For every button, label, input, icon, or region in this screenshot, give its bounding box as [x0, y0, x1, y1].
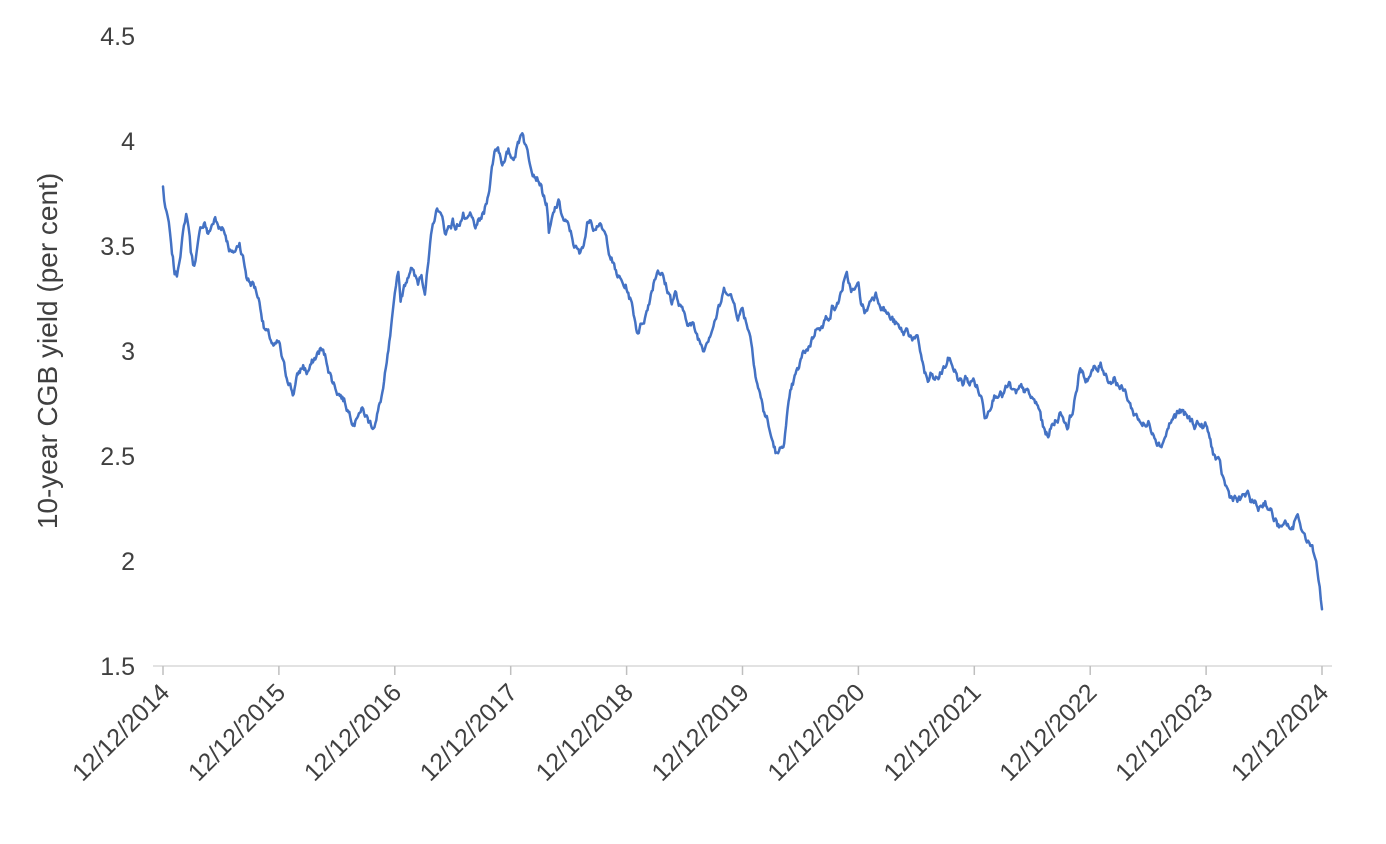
line-series-cgb-yield	[161, 132, 1324, 611]
y-axis-tick-label: 1.5	[100, 653, 135, 681]
x-axis-tick-label: 12/12/2017	[415, 678, 523, 786]
y-axis-tick-label: 2	[121, 548, 135, 576]
x-axis-tick-label: 12/12/2023	[1110, 678, 1218, 786]
y-axis-tick-label: 3.5	[100, 233, 135, 261]
x-axis-tick-label: 12/12/2020	[762, 678, 870, 786]
x-axis-tick-label: 12/12/2022	[994, 678, 1102, 786]
x-axis-tick-label: 12/12/2021	[878, 678, 986, 786]
x-axis-tick-label: 12/12/2018	[531, 678, 639, 786]
x-axis-tick-label: 12/12/2016	[299, 678, 407, 786]
y-axis-tick-label: 4	[121, 128, 135, 156]
x-axis-tick-label: 12/12/2015	[183, 678, 291, 786]
x-axis-tick-label: 12/12/2024	[1226, 678, 1334, 786]
x-axis-tick-label: 12/12/2014	[67, 678, 175, 786]
y-axis-title: 10-year CGB yield (per cent)	[32, 173, 63, 529]
x-axis-tick-label: 12/12/2019	[646, 678, 754, 786]
y-axis-tick-label: 2.5	[100, 443, 135, 471]
y-axis-tick-label: 4.5	[100, 23, 135, 51]
y-axis-tick-label: 3	[121, 338, 135, 366]
axes-layer: 12/12/2014 12/12/2015 12/12/2016 12/12/2017…	[67, 23, 1334, 787]
